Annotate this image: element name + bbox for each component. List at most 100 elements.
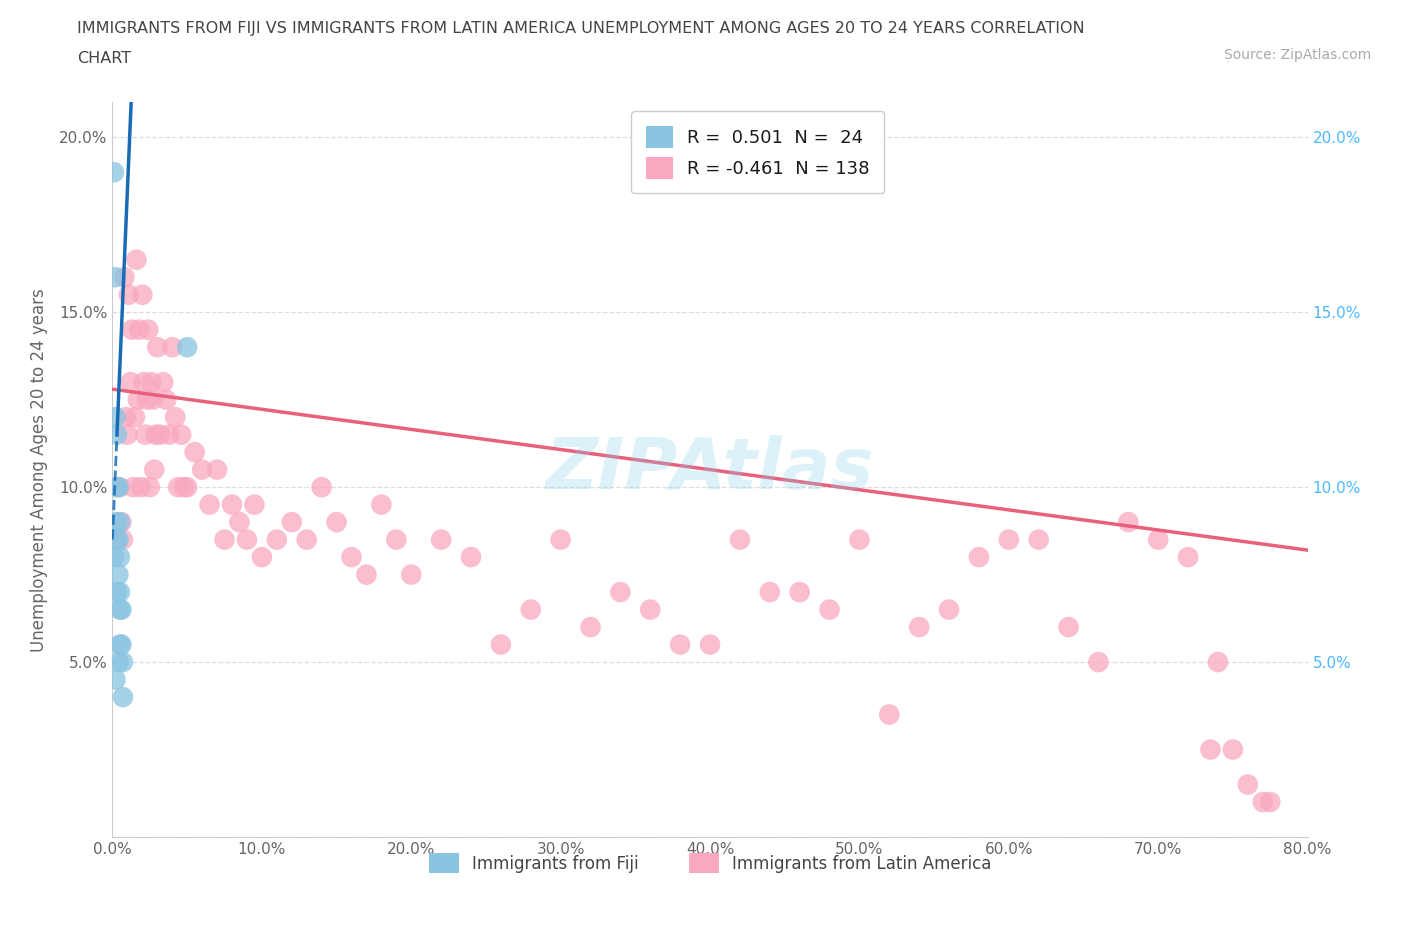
Point xyxy=(281,514,304,529)
Y-axis label: Unemployment Among Ages 20 to 24 years: Unemployment Among Ages 20 to 24 years xyxy=(30,287,48,652)
Point xyxy=(107,567,129,582)
Point xyxy=(108,602,131,617)
Point xyxy=(173,480,195,495)
Point xyxy=(105,427,128,442)
Point xyxy=(103,550,125,565)
Point xyxy=(120,375,142,390)
Point xyxy=(105,532,128,547)
Point xyxy=(108,480,131,495)
Point xyxy=(110,637,132,652)
Point xyxy=(118,287,141,302)
Point xyxy=(105,480,128,495)
Point xyxy=(124,410,146,425)
Point xyxy=(325,514,347,529)
Point xyxy=(143,462,166,477)
Text: IMMIGRANTS FROM FIJI VS IMMIGRANTS FROM LATIN AMERICA UNEMPLOYMENT AMONG AGES 20: IMMIGRANTS FROM FIJI VS IMMIGRANTS FROM … xyxy=(77,21,1085,36)
Point xyxy=(818,602,841,617)
Point xyxy=(938,602,960,617)
Point xyxy=(228,514,250,529)
Point xyxy=(132,375,155,390)
Point xyxy=(266,532,288,547)
Point xyxy=(489,637,512,652)
Point xyxy=(1237,777,1260,792)
Point xyxy=(998,532,1021,547)
Point xyxy=(1258,794,1281,809)
Point xyxy=(108,585,131,600)
Point xyxy=(170,427,193,442)
Point xyxy=(295,532,318,547)
Point xyxy=(152,375,174,390)
Point xyxy=(1251,794,1274,809)
Point xyxy=(129,480,152,495)
Point xyxy=(243,498,266,512)
Point xyxy=(114,270,135,285)
Text: CHART: CHART xyxy=(77,51,131,66)
Point xyxy=(205,462,228,477)
Point xyxy=(699,637,721,652)
Point xyxy=(155,392,177,407)
Point xyxy=(110,602,132,617)
Point xyxy=(103,165,125,179)
Point xyxy=(221,498,243,512)
Point xyxy=(135,392,157,407)
Point xyxy=(131,287,153,302)
Point xyxy=(759,585,782,600)
Point xyxy=(356,567,378,582)
Point xyxy=(176,339,198,354)
Point xyxy=(117,427,139,442)
Point xyxy=(1222,742,1244,757)
Point xyxy=(728,532,751,547)
Point xyxy=(107,532,129,547)
Point xyxy=(108,514,131,529)
Point xyxy=(176,480,198,495)
Point xyxy=(127,392,149,407)
Point xyxy=(115,410,138,425)
Point xyxy=(121,323,143,338)
Point xyxy=(669,637,692,652)
Point xyxy=(125,252,148,267)
Point xyxy=(214,532,236,547)
Point xyxy=(789,585,811,600)
Point xyxy=(142,392,165,407)
Point xyxy=(191,462,214,477)
Point xyxy=(145,427,167,442)
Point xyxy=(1118,514,1140,529)
Point xyxy=(848,532,870,547)
Point xyxy=(908,619,931,634)
Point xyxy=(1087,655,1109,670)
Point xyxy=(1028,532,1050,547)
Point xyxy=(104,410,127,425)
Point xyxy=(149,427,172,442)
Point xyxy=(967,550,990,565)
Point xyxy=(340,550,363,565)
Point xyxy=(609,585,631,600)
Point xyxy=(236,532,259,547)
Point xyxy=(250,550,273,565)
Point xyxy=(311,480,333,495)
Point xyxy=(162,339,183,354)
Point xyxy=(640,602,662,617)
Point xyxy=(104,514,127,529)
Text: ZIPAtlas: ZIPAtlas xyxy=(546,435,875,504)
Point xyxy=(104,270,127,285)
Point xyxy=(879,707,901,722)
Point xyxy=(146,339,169,354)
Point xyxy=(385,532,408,547)
Point xyxy=(122,480,145,495)
Point xyxy=(111,655,134,670)
Point xyxy=(111,690,134,705)
Point xyxy=(105,585,128,600)
Point xyxy=(183,445,205,459)
Point xyxy=(460,550,482,565)
Point xyxy=(110,514,132,529)
Text: Source: ZipAtlas.com: Source: ZipAtlas.com xyxy=(1223,48,1371,62)
Point xyxy=(198,498,221,512)
Point xyxy=(139,480,162,495)
Point xyxy=(520,602,543,617)
Point xyxy=(165,410,187,425)
Point xyxy=(108,550,131,565)
Legend: Immigrants from Fiji, Immigrants from Latin America: Immigrants from Fiji, Immigrants from La… xyxy=(422,846,998,880)
Point xyxy=(157,427,180,442)
Point xyxy=(104,672,127,687)
Point xyxy=(167,480,190,495)
